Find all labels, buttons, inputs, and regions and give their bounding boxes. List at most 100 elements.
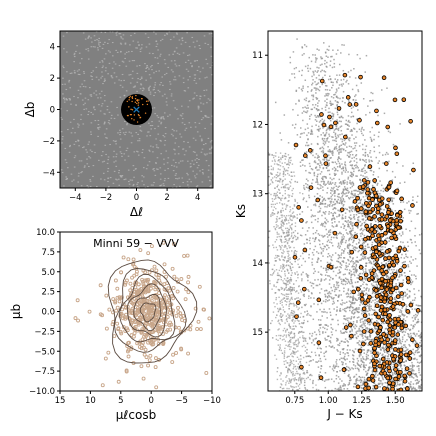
field-star <box>342 308 344 311</box>
field-star <box>352 174 355 177</box>
field-star <box>347 265 349 268</box>
field-star <box>411 366 414 369</box>
field-star <box>355 243 358 245</box>
field-star <box>95 76 98 78</box>
field-star <box>136 72 139 74</box>
field-star <box>196 185 199 187</box>
field-star <box>385 263 387 265</box>
pm-point <box>138 248 143 253</box>
field-star <box>433 372 435 374</box>
field-star <box>374 328 377 330</box>
field-star <box>353 385 355 388</box>
field-star <box>385 369 388 371</box>
field-star <box>330 258 332 261</box>
field-star <box>382 346 384 348</box>
field-star <box>145 67 148 69</box>
field-star <box>334 78 336 80</box>
field-star <box>321 234 323 237</box>
field-star <box>369 380 371 383</box>
field-star <box>351 175 353 178</box>
field-star <box>432 366 434 368</box>
field-star <box>334 132 337 135</box>
field-star <box>409 329 411 332</box>
field-star <box>340 120 342 123</box>
field-star <box>343 200 346 203</box>
field-star <box>193 92 196 94</box>
field-star <box>364 241 367 243</box>
field-star <box>356 337 358 340</box>
field-star <box>426 379 428 381</box>
field-star <box>353 239 355 241</box>
pm-point <box>156 341 161 346</box>
pm-xlabel: μℓcosb <box>116 408 156 422</box>
field-star <box>110 114 113 116</box>
field-star <box>360 174 362 176</box>
field-star <box>332 226 335 228</box>
field-star <box>343 341 345 343</box>
field-star <box>294 180 296 183</box>
field-star <box>340 198 342 201</box>
field-star <box>95 31 98 33</box>
pm-point <box>141 281 146 286</box>
field-star <box>345 293 348 295</box>
field-star <box>375 272 377 275</box>
field-star <box>338 247 341 249</box>
field-star <box>341 238 343 241</box>
field-star <box>310 285 313 287</box>
field-star <box>320 252 323 255</box>
field-star <box>204 143 207 145</box>
field-star <box>371 191 374 194</box>
field-star <box>341 194 344 197</box>
field-star <box>361 387 364 390</box>
field-star <box>347 233 349 235</box>
field-star <box>337 198 340 201</box>
pm-point <box>136 290 141 295</box>
field-star <box>302 106 304 109</box>
field-star <box>100 31 103 33</box>
field-star <box>90 133 92 135</box>
field-star <box>384 203 387 205</box>
field-star <box>337 323 340 326</box>
field-star <box>133 151 136 153</box>
field-star <box>371 296 374 299</box>
field-star <box>309 67 312 70</box>
field-star <box>352 182 354 185</box>
field-star <box>360 346 363 349</box>
field-star <box>333 62 336 65</box>
field-star <box>364 154 367 156</box>
proper-motion-panel: Minni 59 − VVV 15 10 5 0 −5 −10−10.0−7.5−5.0−… <box>9 228 221 422</box>
field-star <box>377 277 379 280</box>
field-star <box>410 274 413 276</box>
field-star <box>303 295 305 298</box>
field-star <box>409 260 411 263</box>
field-star <box>181 38 183 40</box>
pm-point <box>117 299 122 304</box>
field-star <box>368 305 370 308</box>
field-star <box>383 344 385 346</box>
field-star <box>335 329 337 332</box>
field-star <box>357 261 359 263</box>
field-star <box>338 84 341 86</box>
pm-point <box>174 313 179 318</box>
field-star <box>293 289 296 291</box>
field-star <box>392 374 394 376</box>
field-star <box>332 298 335 300</box>
field-star <box>344 248 346 250</box>
field-star <box>357 89 359 91</box>
field-star <box>209 180 211 182</box>
field-star <box>353 164 356 167</box>
field-star <box>365 359 367 361</box>
field-star <box>432 341 434 343</box>
field-star <box>94 120 97 122</box>
field-star <box>397 331 399 334</box>
field-star <box>408 369 410 371</box>
field-star <box>363 305 366 308</box>
field-star <box>391 200 393 203</box>
field-star <box>376 300 378 303</box>
field-star <box>325 267 327 270</box>
field-star <box>358 238 360 241</box>
pm-point <box>116 379 121 384</box>
field-star <box>158 120 161 122</box>
field-star <box>304 311 306 313</box>
field-star <box>326 128 328 131</box>
